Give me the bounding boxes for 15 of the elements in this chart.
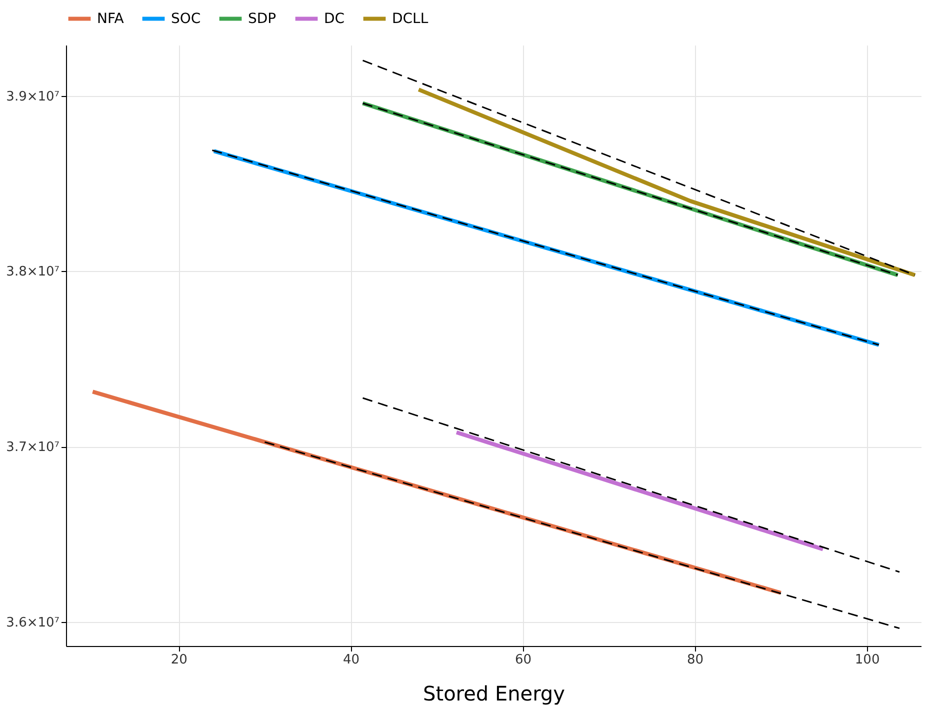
x-tick-label: 100 (854, 652, 880, 668)
x-tick-label: 20 (170, 652, 188, 668)
legend-label: NFA (97, 10, 124, 27)
y-tick-label: 3.7×10⁷ (6, 440, 60, 456)
y-tick-label: 3.8×10⁷ (6, 264, 60, 280)
legend-label: DCLL (392, 10, 428, 27)
x-tick-label: 60 (514, 652, 532, 668)
y-tick-label: 3.6×10⁷ (6, 615, 60, 630)
legend-label: SOC (171, 10, 201, 27)
legend-label: DC (324, 10, 345, 27)
x-axis-title: Stored Energy (423, 682, 566, 706)
legend-label: SDP (248, 10, 276, 27)
y-tick-label: 3.9×10⁷ (6, 89, 60, 104)
x-tick-label: 80 (687, 652, 704, 668)
x-tick-label: 40 (342, 652, 360, 668)
